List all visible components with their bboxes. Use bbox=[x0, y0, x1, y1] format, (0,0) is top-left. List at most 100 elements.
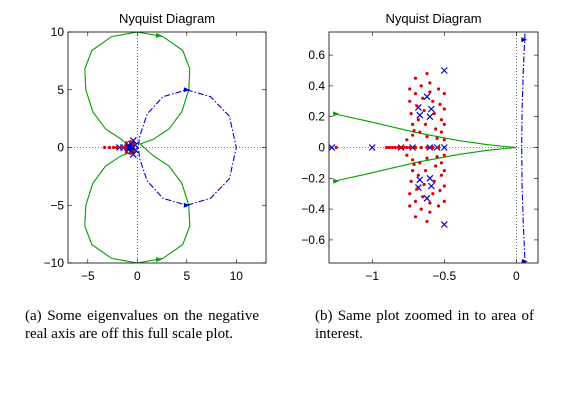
pole-marker bbox=[423, 194, 431, 202]
direction-arrow bbox=[333, 178, 340, 184]
eigenvalue-point bbox=[122, 145, 127, 150]
eigenvalue-point bbox=[436, 87, 441, 91]
y-tick-label: −0.6 bbox=[301, 233, 325, 247]
pole-marker bbox=[416, 111, 424, 119]
eigenvalue-point bbox=[428, 210, 432, 214]
y-tick-label: 0.4 bbox=[308, 79, 325, 93]
eigenvalue-point bbox=[396, 145, 400, 150]
eigenvalue-point bbox=[393, 145, 397, 150]
eigenvalue-point bbox=[405, 153, 409, 157]
eigenvalue-point bbox=[422, 108, 426, 113]
eigenvalue-point bbox=[419, 84, 423, 88]
eigenvalue-point bbox=[111, 145, 116, 150]
direction-arrow bbox=[333, 111, 340, 117]
plot-area bbox=[84, 32, 237, 263]
eigenvalue-point bbox=[103, 145, 107, 150]
eigenvalue-point bbox=[432, 179, 436, 183]
eigenvalue-point bbox=[428, 81, 432, 85]
pole-marker bbox=[426, 174, 434, 182]
nyquist-curve-dashdot bbox=[137, 89, 237, 206]
y-tick-label: 0 bbox=[318, 141, 325, 155]
pole-marker bbox=[440, 144, 448, 151]
eigenvalue-point bbox=[132, 142, 136, 146]
x-tick-label: 0 bbox=[513, 269, 520, 283]
x-tick-label: 5 bbox=[183, 269, 190, 283]
pole-marker bbox=[427, 182, 435, 190]
eigenvalue-point bbox=[408, 87, 412, 91]
direction-arrow bbox=[521, 258, 528, 263]
eigenvalue-point bbox=[124, 150, 129, 154]
y-tick-label: −5 bbox=[50, 198, 64, 212]
eigenvalue-point bbox=[434, 127, 438, 131]
pole-marker bbox=[409, 144, 417, 151]
direction-arrow bbox=[521, 37, 528, 43]
eigenvalue-point bbox=[442, 169, 446, 173]
eigenvalue-point bbox=[415, 187, 419, 191]
eigenvalue-point bbox=[409, 179, 413, 183]
nyquist-curve-solid bbox=[333, 113, 517, 182]
eigenvalue-point bbox=[442, 184, 446, 188]
eigenvalue-point bbox=[416, 173, 420, 177]
eigenvalue-point bbox=[405, 138, 409, 142]
y-tick-label: −0.4 bbox=[301, 202, 325, 216]
eigenvalue-point bbox=[411, 133, 415, 137]
pole-marker bbox=[423, 93, 431, 101]
x-tick-label: −1 bbox=[365, 269, 379, 283]
y-tick-label: 5 bbox=[57, 83, 64, 97]
x-tick-label: −0.5 bbox=[432, 269, 456, 283]
eigenvalue-point bbox=[132, 149, 136, 153]
chart-title: Nyquist Diagram bbox=[385, 11, 481, 26]
eigenvalue-point bbox=[442, 92, 446, 96]
eigenvalue-point bbox=[442, 138, 446, 142]
direction-arrow bbox=[183, 202, 190, 208]
y-tick-label: 0 bbox=[57, 141, 64, 155]
eigenvalue-point bbox=[421, 96, 425, 100]
eigenvalue-point bbox=[439, 173, 444, 177]
eigenvalue-point bbox=[411, 169, 415, 173]
eigenvalue-point bbox=[114, 145, 119, 150]
eigenvalue-point bbox=[405, 145, 409, 150]
pole-marker bbox=[440, 221, 448, 228]
y-tick-label: 0.6 bbox=[308, 48, 325, 62]
eigenvalue-point bbox=[442, 107, 446, 111]
x-tick-label: 0 bbox=[134, 269, 141, 283]
eigenvalue-point bbox=[442, 122, 446, 126]
eigenvalue-point bbox=[334, 145, 338, 150]
eigenvalue-point bbox=[387, 145, 392, 150]
eigenvalue-point bbox=[438, 102, 442, 106]
eigenvalue-point bbox=[419, 145, 423, 150]
eigenvalue-point bbox=[432, 112, 436, 116]
pole-marker bbox=[427, 105, 435, 113]
eigenvalue-point bbox=[439, 118, 444, 122]
eigenvalue-point bbox=[442, 199, 446, 203]
eigenvalue-point bbox=[409, 112, 413, 116]
eigenvalue-point bbox=[423, 122, 428, 126]
pole-marker bbox=[426, 113, 434, 121]
eigenvalue-point bbox=[412, 128, 416, 133]
eigenvalue-point bbox=[411, 158, 415, 162]
eigenvalue-point bbox=[418, 161, 422, 165]
eigenvalue-point bbox=[431, 192, 435, 196]
eigenvalue-point bbox=[418, 130, 422, 134]
nyquist-curve-solid bbox=[84, 32, 191, 263]
eigenvalue-point bbox=[434, 164, 438, 168]
nyquist-curve-dashdot bbox=[521, 33, 526, 262]
eigenvalue-point bbox=[413, 215, 418, 219]
eigenvalue-point bbox=[413, 145, 418, 150]
eigenvalue-point bbox=[435, 136, 439, 140]
eigenvalue-point bbox=[107, 145, 112, 150]
chart-title: Nyquist Diagram bbox=[119, 11, 215, 26]
eigenvalue-point bbox=[425, 145, 429, 150]
eigenvalue-point bbox=[399, 145, 403, 150]
eigenvalue-point bbox=[411, 122, 415, 126]
y-tick-label: 10 bbox=[51, 25, 65, 39]
eigenvalue-point bbox=[428, 90, 432, 94]
eigenvalue-point bbox=[439, 161, 444, 165]
eigenvalue-point bbox=[425, 219, 429, 224]
eigenvalue-point bbox=[439, 130, 444, 134]
eigenvalue-point bbox=[428, 201, 432, 205]
eigenvalue-point bbox=[425, 156, 429, 160]
eigenvalue-point bbox=[385, 145, 389, 150]
direction-arrow bbox=[156, 32, 163, 38]
eigenvalue-point bbox=[402, 145, 406, 150]
